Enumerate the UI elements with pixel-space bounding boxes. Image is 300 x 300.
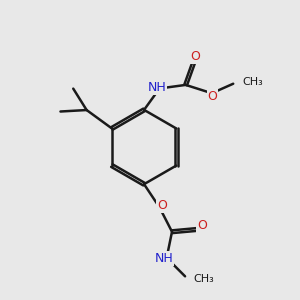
Text: O: O <box>197 219 207 232</box>
Text: O: O <box>157 200 167 212</box>
Text: CH₃: CH₃ <box>242 77 263 87</box>
Text: NH: NH <box>148 81 167 94</box>
Text: O: O <box>190 50 200 63</box>
Text: CH₃: CH₃ <box>194 274 214 284</box>
Text: O: O <box>208 90 218 103</box>
Text: NH: NH <box>155 252 174 265</box>
